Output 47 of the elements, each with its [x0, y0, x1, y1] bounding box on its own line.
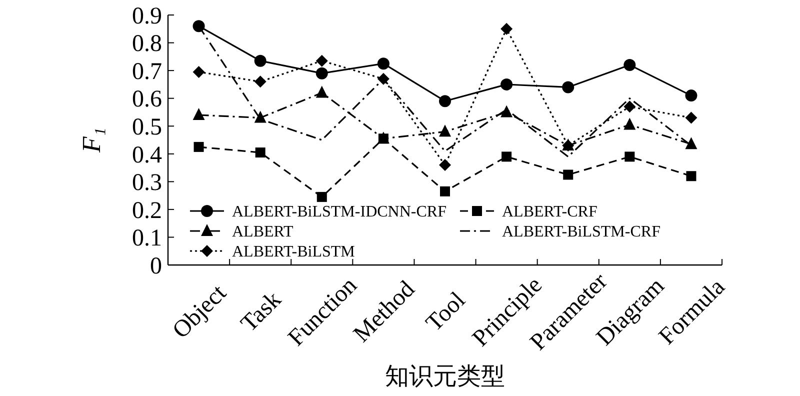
y-tick-label: 0.5: [132, 114, 162, 141]
point: [624, 118, 636, 130]
y-tick-label: 0.7: [132, 58, 162, 85]
point: [685, 112, 698, 124]
point: [439, 95, 451, 108]
y-tick-label: 0.3: [132, 170, 162, 196]
legend-label: ALBERT: [232, 224, 294, 241]
y-tick-label: 0.4: [132, 142, 162, 168]
point: [440, 186, 450, 196]
point: [439, 124, 451, 137]
y-tick-label: 0.1: [132, 226, 162, 252]
point: [316, 86, 328, 98]
point: [624, 100, 636, 113]
x-tick-label: Task: [236, 286, 286, 338]
point: [439, 159, 451, 171]
x-tick-label: Tool: [421, 287, 471, 337]
point: [255, 148, 266, 158]
legend-label: ALBERT-BiLSTM-IDCNN-CRF: [232, 204, 447, 221]
point: [500, 22, 513, 35]
point: [192, 66, 205, 78]
point: [316, 67, 328, 80]
point: [316, 54, 328, 67]
point: [686, 171, 696, 182]
point: [502, 152, 512, 162]
point: [624, 152, 635, 162]
point: [254, 76, 266, 88]
point: [624, 59, 636, 71]
y-tick-label: 0.2: [132, 198, 162, 224]
point: [254, 54, 266, 67]
y-axis-title: F₁: [77, 128, 106, 154]
point: [316, 192, 327, 202]
y-tick-label: 0: [150, 253, 162, 280]
y-tick-label: 0.9: [132, 3, 162, 30]
point: [194, 142, 204, 152]
y-tick-label: 0.6: [132, 86, 162, 113]
x-axis-title: 知识元类型: [385, 364, 505, 390]
y-tick-label: 0.8: [132, 31, 162, 58]
point: [685, 90, 698, 102]
legend-label: ALBERT-CRF: [502, 204, 598, 221]
point: [377, 58, 390, 70]
point: [562, 81, 574, 94]
legend-label: ALBERT-BiLSTM: [232, 244, 355, 261]
point: [500, 78, 513, 90]
legend-label: ALBERT-BiLSTM-CRF: [502, 224, 661, 241]
point: [563, 170, 574, 180]
point: [192, 20, 205, 32]
point: [192, 108, 205, 120]
